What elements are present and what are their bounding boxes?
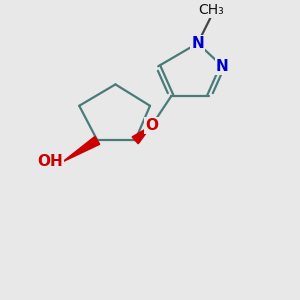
Text: CH₃: CH₃: [198, 3, 224, 17]
Polygon shape: [63, 136, 100, 162]
Text: N: N: [216, 59, 229, 74]
Text: N: N: [191, 36, 204, 51]
Text: O: O: [145, 118, 158, 133]
Polygon shape: [132, 125, 152, 144]
Text: OH: OH: [37, 154, 63, 169]
